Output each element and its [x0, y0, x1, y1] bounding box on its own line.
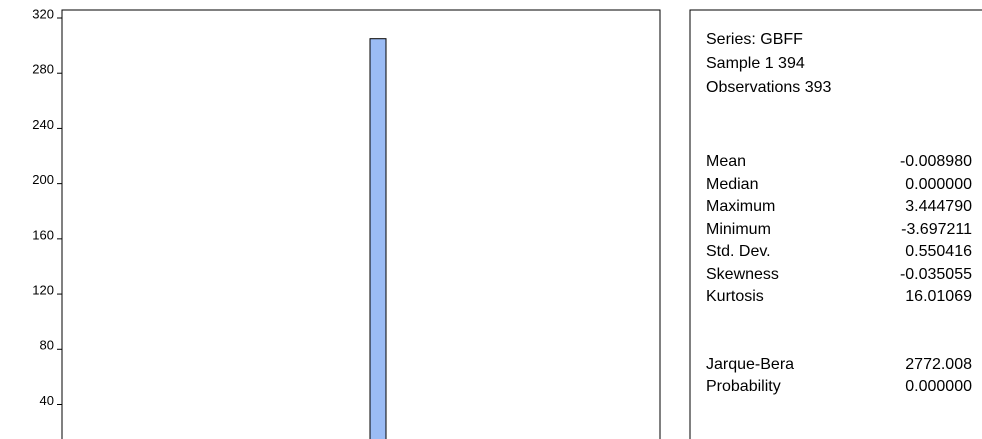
y-tick-label: 200 — [32, 172, 54, 187]
stat-value: 3.444790 — [905, 198, 972, 215]
y-tick-label: 320 — [32, 6, 54, 21]
y-tick-label: 120 — [32, 283, 54, 298]
y-tick-label: 40 — [40, 393, 54, 408]
stat-value: -3.697211 — [901, 221, 972, 238]
y-tick-label: 80 — [40, 338, 54, 353]
stat-label: Skewness — [706, 266, 779, 283]
stats-header: Sample 1 394 — [706, 55, 805, 72]
stats-header: Series: GBFF — [706, 31, 803, 48]
plot-frame — [62, 10, 660, 439]
stat-label: Std. Dev. — [706, 243, 771, 260]
stats-header: Observations 393 — [706, 79, 832, 96]
stat-label: Minimum — [706, 221, 771, 238]
stat-label: Maximum — [706, 198, 775, 215]
y-tick-label: 160 — [32, 227, 54, 242]
stat-value: 0.000000 — [905, 176, 972, 193]
stat-value: 16.01069 — [905, 288, 972, 305]
stat-label: Kurtosis — [706, 288, 764, 305]
stat-value: 0.000000 — [905, 378, 972, 395]
stat-label: Mean — [706, 153, 746, 170]
stat-label: Median — [706, 176, 758, 193]
chart: 40 80 120 160 200 240 280 320 Series: GBFF Sample… — [0, 0, 982, 439]
bar — [370, 39, 386, 439]
stat-value: 0.550416 — [905, 243, 972, 260]
y-tick-label: 240 — [32, 117, 54, 132]
stat-value: -0.035055 — [900, 266, 972, 283]
y-tick-label: 280 — [32, 62, 54, 77]
stat-value: -0.008980 — [900, 153, 972, 170]
stat-label: Probability — [706, 378, 781, 395]
stat-value: 2772.008 — [905, 356, 972, 373]
stat-label: Jarque-Bera — [706, 356, 794, 373]
